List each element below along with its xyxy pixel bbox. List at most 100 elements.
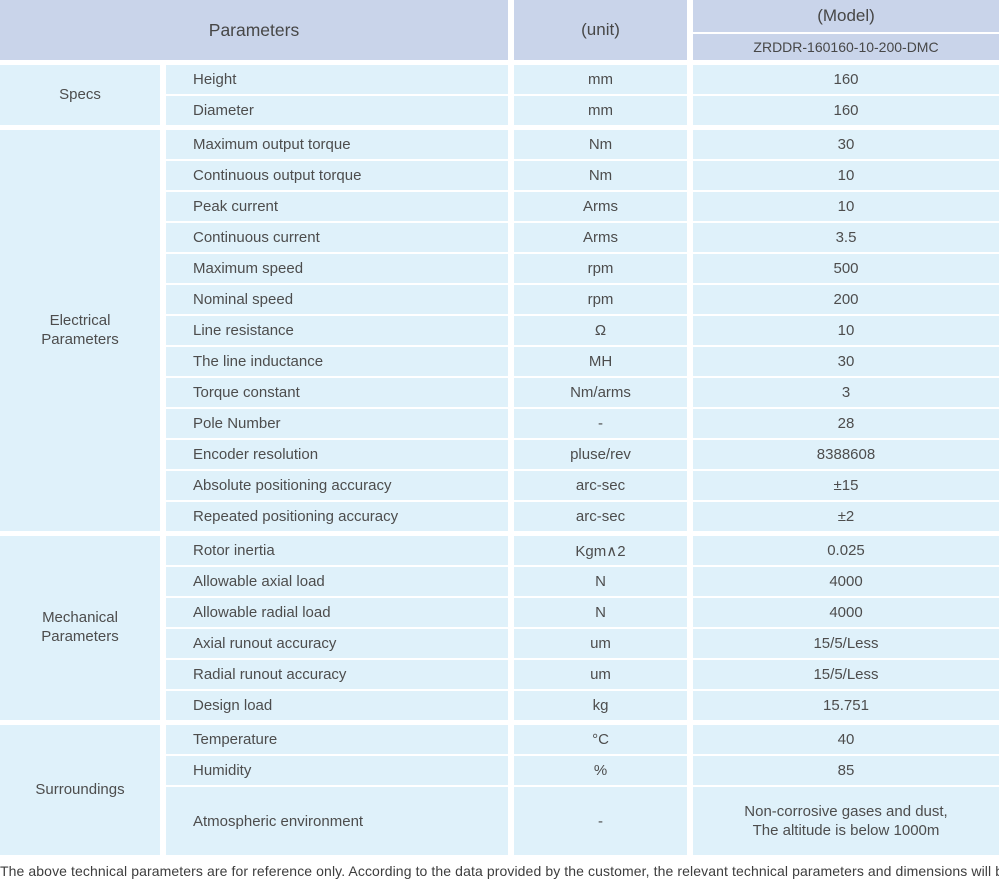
param-cell: Nominal speed <box>166 285 508 314</box>
table-row: Continuous output torque Nm 10 <box>166 161 999 190</box>
param-cell: Height <box>166 65 508 94</box>
unit-cell: um <box>514 629 687 658</box>
param-cell: Pole Number <box>166 409 508 438</box>
param-cell: Temperature <box>166 725 508 754</box>
unit-cell: mm <box>514 96 687 125</box>
unit-cell: rpm <box>514 254 687 283</box>
value-cell: 200 <box>693 285 999 314</box>
value-cell: 10 <box>693 161 999 190</box>
unit-cell: kg <box>514 691 687 720</box>
param-cell: Humidity <box>166 756 508 785</box>
unit-cell: N <box>514 567 687 596</box>
unit-cell: Ω <box>514 316 687 345</box>
value-cell: 85 <box>693 756 999 785</box>
param-cell: Torque constant <box>166 378 508 407</box>
unit-column-header: (unit) <box>514 0 687 60</box>
value-cell: ±2 <box>693 502 999 531</box>
table-row: Diameter mm 160 <box>166 96 999 125</box>
model-header-label: (Model) <box>693 0 999 32</box>
model-number: ZRDDR-160160-10-200-DMC <box>693 34 999 60</box>
table-row: Axial runout accuracy um 15/5/Less <box>166 629 999 658</box>
value-cell: 160 <box>693 96 999 125</box>
value-cell: 10 <box>693 192 999 221</box>
unit-cell: Arms <box>514 192 687 221</box>
unit-cell: Nm <box>514 130 687 159</box>
value-cell: 30 <box>693 347 999 376</box>
unit-cell: Nm/arms <box>514 378 687 407</box>
table-row: Rotor inertia Kgm∧2 0.025 <box>166 536 999 565</box>
table-row: Allowable radial load N 4000 <box>166 598 999 627</box>
unit-cell: Arms <box>514 223 687 252</box>
section-rows: Temperature °C 40 Humidity % 85 Atmosphe… <box>166 725 999 855</box>
unit-cell: MH <box>514 347 687 376</box>
param-cell: Atmospheric environment <box>166 787 508 855</box>
unit-cell: - <box>514 409 687 438</box>
table-row: The line inductance MH 30 <box>166 347 999 376</box>
unit-cell: arc-sec <box>514 502 687 531</box>
value-cell: 4000 <box>693 598 999 627</box>
table-row: Height mm 160 <box>166 65 999 94</box>
param-cell: Design load <box>166 691 508 720</box>
value-cell: ±15 <box>693 471 999 500</box>
table-row: Maximum output torque Nm 30 <box>166 130 999 159</box>
value-cell: 500 <box>693 254 999 283</box>
value-cell: 15/5/Less <box>693 629 999 658</box>
table-row: Radial runout accuracy um 15/5/Less <box>166 660 999 689</box>
table-row: Pole Number - 28 <box>166 409 999 438</box>
section-rows: Rotor inertia Kgm∧2 0.025 Allowable axia… <box>166 536 999 720</box>
value-cell: 8388608 <box>693 440 999 469</box>
table-row: Encoder resolution pluse/rev 8388608 <box>166 440 999 469</box>
value-cell: 160 <box>693 65 999 94</box>
param-cell: Maximum output torque <box>166 130 508 159</box>
table-row: Atmospheric environment - Non-corrosive … <box>166 787 999 855</box>
param-cell: Axial runout accuracy <box>166 629 508 658</box>
value-cell: 3 <box>693 378 999 407</box>
param-cell: Radial runout accuracy <box>166 660 508 689</box>
section-rows: Height mm 160 Diameter mm 160 <box>166 65 999 125</box>
param-cell: Allowable axial load <box>166 567 508 596</box>
param-cell: Allowable radial load <box>166 598 508 627</box>
table-row: Design load kg 15.751 <box>166 691 999 720</box>
table-row: Peak current Arms 10 <box>166 192 999 221</box>
table-row: Continuous current Arms 3.5 <box>166 223 999 252</box>
unit-cell: N <box>514 598 687 627</box>
unit-cell: °C <box>514 725 687 754</box>
section-specs: Specs Height mm 160 Diameter mm 160 <box>0 65 999 125</box>
unit-cell: arc-sec <box>514 471 687 500</box>
value-cell: 15.751 <box>693 691 999 720</box>
param-cell: Continuous current <box>166 223 508 252</box>
unit-cell: Nm <box>514 161 687 190</box>
table-row: Nominal speed rpm 200 <box>166 285 999 314</box>
param-cell: Diameter <box>166 96 508 125</box>
table-row: Repeated positioning accuracy arc-sec ±2 <box>166 502 999 531</box>
unit-cell: um <box>514 660 687 689</box>
unit-cell: pluse/rev <box>514 440 687 469</box>
section-group-label: Surroundings <box>0 725 160 855</box>
table-row: Torque constant Nm/arms 3 <box>166 378 999 407</box>
value-cell: 28 <box>693 409 999 438</box>
param-cell: Rotor inertia <box>166 536 508 565</box>
table-header-row: Parameters (unit) (Model) ZRDDR-160160-1… <box>0 0 999 60</box>
unit-cell: mm <box>514 65 687 94</box>
unit-cell: - <box>514 787 687 855</box>
reference-disclaimer: The above technical parameters are for r… <box>0 863 999 879</box>
value-cell: 3.5 <box>693 223 999 252</box>
param-cell: Continuous output torque <box>166 161 508 190</box>
value-cell: 10 <box>693 316 999 345</box>
value-cell: Non-corrosive gases and dust, The altitu… <box>693 787 999 855</box>
spec-table: Parameters (unit) (Model) ZRDDR-160160-1… <box>0 0 999 855</box>
value-cell: 40 <box>693 725 999 754</box>
section-group-label: Specs <box>0 65 160 125</box>
value-cell: 0.025 <box>693 536 999 565</box>
table-row: Allowable axial load N 4000 <box>166 567 999 596</box>
value-cell: 15/5/Less <box>693 660 999 689</box>
param-cell: Encoder resolution <box>166 440 508 469</box>
unit-cell: rpm <box>514 285 687 314</box>
param-cell: Absolute positioning accuracy <box>166 471 508 500</box>
param-cell: Repeated positioning accuracy <box>166 502 508 531</box>
value-cell: 30 <box>693 130 999 159</box>
section-mechanical-parameters: Mechanical Parameters Rotor inertia Kgm∧… <box>0 536 999 720</box>
param-cell: The line inductance <box>166 347 508 376</box>
section-electrical-parameters: Electrical Parameters Maximum output tor… <box>0 130 999 531</box>
